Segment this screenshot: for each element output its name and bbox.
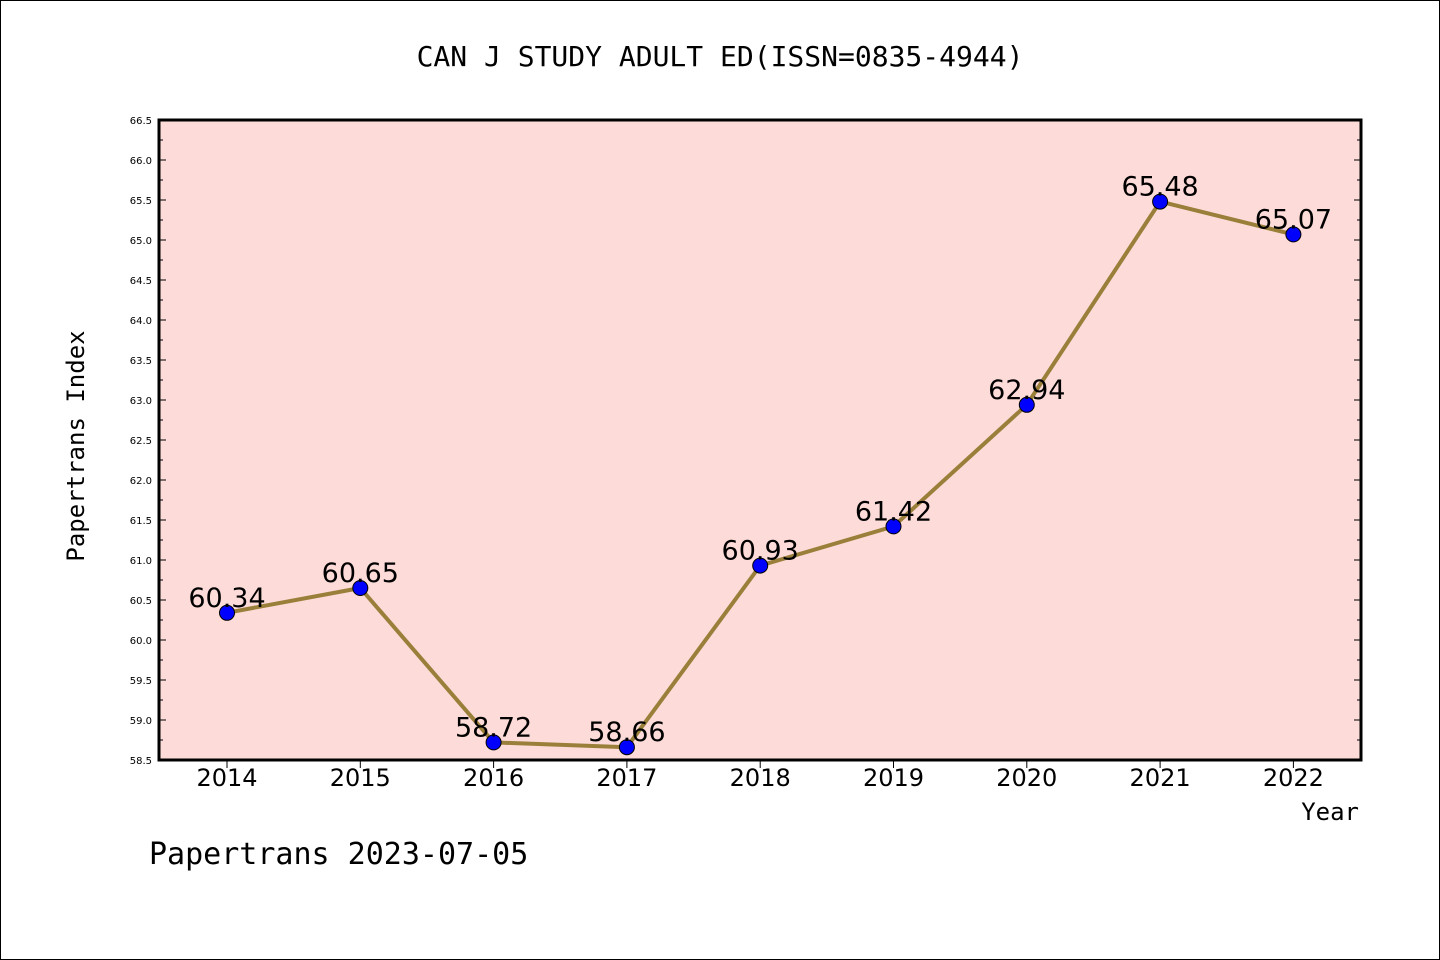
data-point <box>752 557 769 574</box>
x-axis: 2014 2015 2016 2017 2018 2019 2020 2021 2022 <box>196 760 1324 792</box>
y-tick-label: 62.0 <box>130 476 152 487</box>
y-tick-label: 63.5 <box>130 356 152 367</box>
y-tick-label: 63.0 <box>130 396 152 407</box>
y-tick-label: 61.0 <box>130 556 152 567</box>
data-point <box>618 739 635 756</box>
series-markers <box>219 193 1302 756</box>
x-tick-label: 2016 <box>463 764 524 792</box>
y-tick-label: 64.5 <box>130 276 152 287</box>
y-tick-label: 61.5 <box>130 516 152 527</box>
data-labels: 60.34 60.65 58.72 58.66 60.93 61.42 62.94 65.48… <box>188 172 1332 749</box>
data-point <box>1285 226 1302 243</box>
y-tick-label: 60.0 <box>130 636 152 647</box>
y-tick-label: 64.0 <box>130 316 152 327</box>
x-tick-label: 2017 <box>596 764 657 792</box>
y-tick-label: 65.5 <box>130 196 152 207</box>
chart-title: CAN J STUDY ADULT ED(ISSN=0835-4944) <box>417 40 1024 73</box>
x-tick-label: 2021 <box>1130 764 1191 792</box>
data-label: 60.65 <box>322 558 399 589</box>
x-tick-label: 2020 <box>996 764 1057 792</box>
plot-border <box>157 118 1363 762</box>
x-tick-label: 2014 <box>196 764 257 792</box>
data-label: 65.48 <box>1121 172 1198 203</box>
data-point <box>352 580 369 596</box>
y-tick-label: 58.5 <box>130 756 152 767</box>
data-label: 60.93 <box>722 536 799 567</box>
plot-area <box>159 120 1361 760</box>
data-label: 62.94 <box>988 375 1065 406</box>
x-tick-label: 2022 <box>1263 764 1324 792</box>
footer-date: Papertrans 2023-07-05 <box>149 837 528 872</box>
data-label: 65.07 <box>1255 204 1332 235</box>
data-label: 60.34 <box>188 583 265 614</box>
x-tick-label: 2015 <box>330 764 391 792</box>
data-label: 58.72 <box>455 712 532 743</box>
data-point <box>219 604 235 621</box>
y-axis: 58.5 59.0 59.5 60.0 60.5 61.0 61.5 62.0 62.5 63.0… <box>130 116 1361 767</box>
y-tick-label: 60.5 <box>130 596 152 607</box>
data-point <box>885 518 902 535</box>
y-tick-label: 65.0 <box>130 236 152 247</box>
y-tick-label: 66.5 <box>130 116 152 127</box>
x-axis-label: Year <box>1301 798 1359 826</box>
data-label: 61.42 <box>855 496 932 527</box>
x-tick-label: 2018 <box>730 764 791 792</box>
y-tick-label: 62.5 <box>130 436 152 447</box>
y-tick-label: 59.5 <box>130 676 152 687</box>
y-tick-label: 59.0 <box>130 716 152 727</box>
x-tick-label: 2019 <box>863 764 924 792</box>
data-point <box>485 734 502 751</box>
data-point <box>1018 396 1035 413</box>
y-axis-label: Papertrans Index <box>62 330 90 561</box>
data-point <box>1152 193 1169 210</box>
y-tick-label: 66.0 <box>130 156 152 167</box>
data-label: 58.66 <box>588 717 665 748</box>
